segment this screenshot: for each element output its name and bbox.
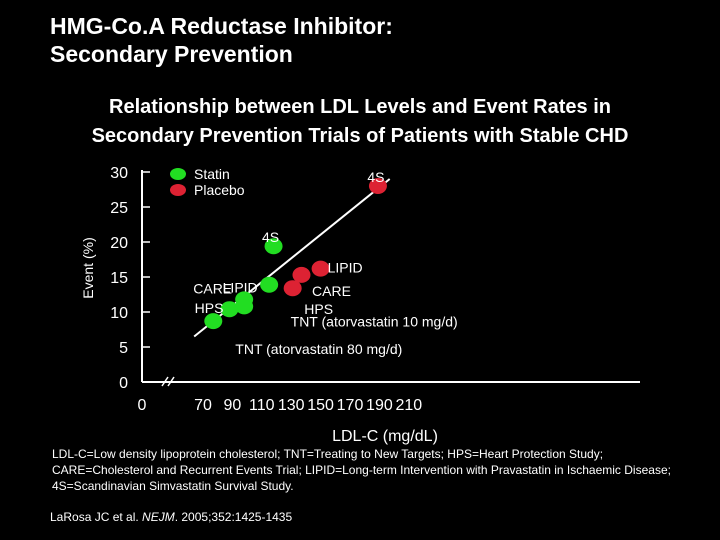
x-tick-label: 130	[278, 397, 305, 414]
point-label: HPS	[304, 301, 333, 317]
x-tick-label: 210	[395, 397, 422, 414]
data-point	[220, 301, 239, 318]
point-label: HPS	[195, 300, 224, 316]
title-line-1: HMG-Co.A Reductase Inhibitor:	[50, 13, 393, 39]
x-tick-label: 170	[337, 397, 364, 414]
y-axis-label: Event (%)	[80, 237, 96, 298]
point-label: CARE	[312, 283, 351, 299]
y-tick-label: 20	[110, 235, 128, 252]
data-point	[311, 260, 330, 277]
x-tick-label: 90	[224, 397, 242, 414]
y-tick-label: 30	[110, 165, 128, 182]
x-tick-label: 150	[307, 397, 334, 414]
subtitle-line-2: Secondary Prevention Trials of Patients …	[91, 125, 629, 147]
y-tick-label: 10	[110, 305, 128, 322]
citation-details: . 2005;352:1425-1435	[174, 510, 293, 524]
x-tick-label: 0	[138, 397, 147, 414]
point-label: 4S	[367, 169, 384, 185]
data-point	[235, 298, 254, 315]
point-label: TNT (atorvastatin 80 mg/d)	[235, 341, 402, 357]
subtitle-line-1: Relationship between LDL Levels and Even…	[109, 96, 611, 118]
x-tick-label: 110	[249, 397, 275, 414]
x-axis-label: LDL-C (mg/dL)	[332, 428, 438, 445]
y-tick-label: 5	[119, 340, 128, 357]
data-point	[283, 280, 302, 297]
data-point	[368, 178, 387, 194]
y-tick-label: 25	[110, 200, 128, 217]
legend-label: Statin	[194, 166, 230, 182]
point-label: LIPID	[223, 280, 258, 296]
legend-label: Placebo	[194, 182, 245, 198]
y-tick-label: 0	[119, 375, 128, 392]
axis-break-mark	[167, 376, 175, 387]
footnote: LDL-C=Low density lipoprotein cholestero…	[52, 447, 671, 493]
title-line-2: Secondary Prevention	[50, 41, 293, 67]
slide-title: HMG-Co.A Reductase Inhibitor: Secondary …	[50, 12, 393, 68]
point-label: LIPID	[328, 260, 363, 276]
citation: LaRosa JC et al. NEJM. 2005;352:1425-143…	[50, 510, 292, 524]
legend-marker	[170, 168, 186, 180]
x-tick-label: 70	[194, 397, 212, 414]
point-label: TNT (atorvastatin 10 mg/d)	[291, 313, 458, 329]
data-point	[260, 276, 279, 293]
x-tick-label: 190	[366, 397, 393, 414]
point-label: 4S	[262, 229, 279, 245]
data-point	[292, 266, 311, 283]
data-point	[264, 238, 283, 255]
y-tick-label: 15	[110, 270, 128, 287]
axis-break-mark	[161, 376, 169, 387]
citation-authors: LaRosa JC et al.	[50, 510, 143, 524]
citation-journal: NEJM	[142, 510, 175, 524]
legend-marker	[170, 184, 186, 196]
point-label: CARE	[193, 280, 232, 296]
chart-subtitle: Relationship between LDL Levels and Even…	[0, 93, 720, 151]
data-point	[204, 313, 223, 330]
